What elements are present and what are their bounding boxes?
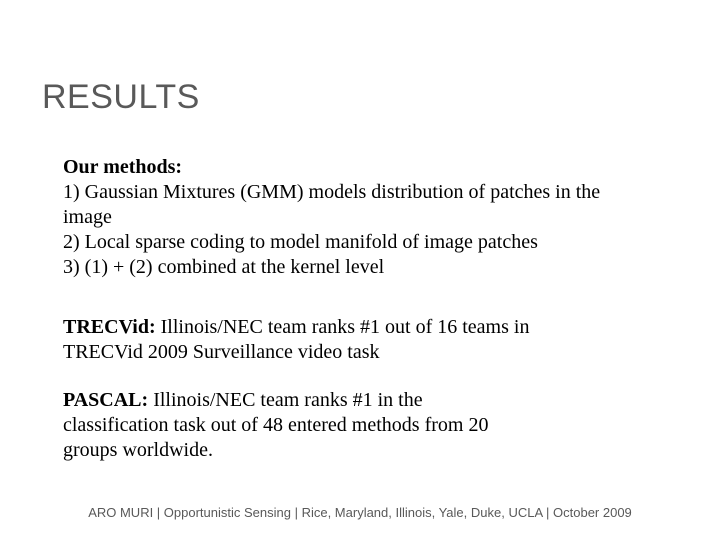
methods-line-3: 3) (1) + (2) combined at the kernel leve…	[63, 256, 384, 278]
methods-line-1: 1) Gaussian Mixtures (GMM) models distri…	[63, 181, 600, 228]
page-title: RESULTS	[42, 78, 200, 117]
trecvid-label: TRECVid:	[63, 316, 156, 338]
methods-block: Our methods: 1) Gaussian Mixtures (GMM) …	[63, 155, 653, 280]
methods-heading: Our methods:	[63, 156, 182, 178]
trecvid-block: TRECVid: Illinois/NEC team ranks #1 out …	[63, 315, 543, 365]
footer-text: ARO MURI | Opportunistic Sensing | Rice,…	[0, 505, 720, 520]
slide: RESULTS Our methods: 1) Gaussian Mixture…	[0, 0, 720, 540]
pascal-block: PASCAL: Illinois/NEC team ranks #1 in th…	[63, 388, 523, 463]
methods-line-2: 2) Local sparse coding to model manifold…	[63, 231, 538, 253]
pascal-label: PASCAL:	[63, 389, 148, 411]
